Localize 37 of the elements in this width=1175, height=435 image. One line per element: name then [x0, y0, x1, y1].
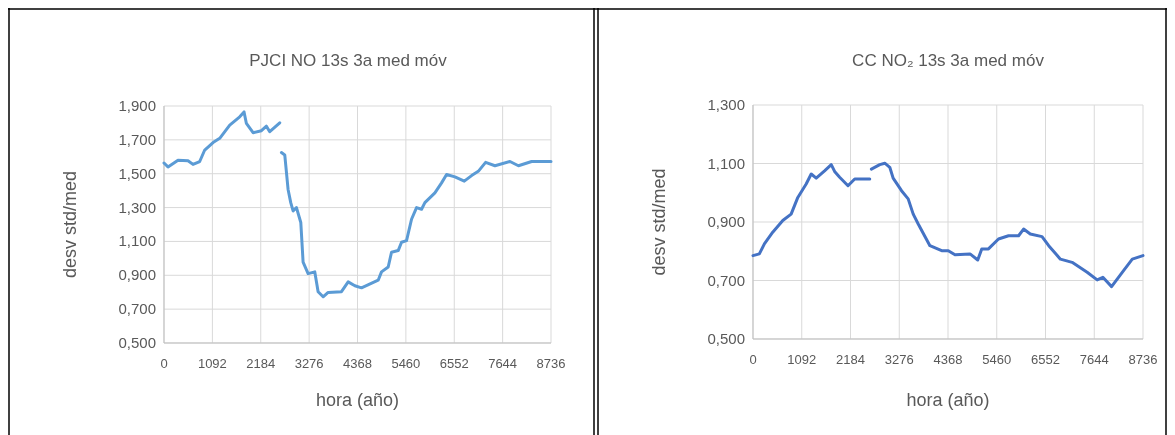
chart-title: CC NO₂ 13s 3a med móv	[852, 51, 1045, 70]
y-tick-label: 0,500	[707, 330, 745, 347]
y-axis-title: desv std/med	[60, 170, 80, 279]
x-tick-label: 4368	[343, 356, 372, 371]
x-tick-label: 0	[160, 356, 168, 371]
x-axis-title: hora (año)	[906, 390, 990, 410]
x-tick-label: 2184	[836, 352, 865, 367]
y-tick-label: 1,300	[118, 198, 156, 216]
x-tick-label: 5460	[982, 352, 1012, 367]
x-tick-label: 8736	[536, 356, 566, 371]
x-tick-label: 5460	[391, 356, 421, 371]
x-tick-label: 8736	[1128, 352, 1158, 367]
x-tick-label: 1092	[787, 352, 817, 367]
y-axis-title: desv std/med	[649, 168, 669, 276]
x-tick-label: 0	[749, 352, 757, 367]
y-tick-label: 1,100	[707, 154, 745, 172]
y-tick-label: 1,900	[118, 97, 156, 114]
x-tick-label: 6552	[439, 356, 469, 371]
y-tick-label: 1,500	[118, 164, 156, 182]
y-tick-label: 0,900	[707, 213, 745, 230]
y-tick-label: 0,700	[707, 271, 745, 289]
y-tick-label: 1,100	[118, 232, 156, 250]
x-tick-label: 6552	[1031, 352, 1060, 367]
x-tick-label: 2184	[246, 356, 276, 371]
x-tick-label: 1092	[197, 356, 227, 371]
y-tick-label: 1,700	[118, 130, 156, 148]
y-tick-label: 0,900	[118, 266, 156, 284]
x-tick-label: 7644	[1079, 352, 1109, 367]
chart-title: PJCI NO 13s 3a med móv	[249, 51, 448, 70]
y-tick-label: 0,500	[118, 334, 156, 351]
y-tick-label: 0,700	[118, 300, 156, 318]
x-tick-label: 4368	[933, 352, 963, 367]
y-tick-label: 1,300	[707, 96, 745, 113]
x-tick-label: 7644	[488, 356, 518, 371]
x-tick-label: 3276	[884, 352, 914, 367]
x-axis-title: hora (año)	[315, 390, 400, 410]
x-tick-label: 3276	[294, 356, 324, 371]
